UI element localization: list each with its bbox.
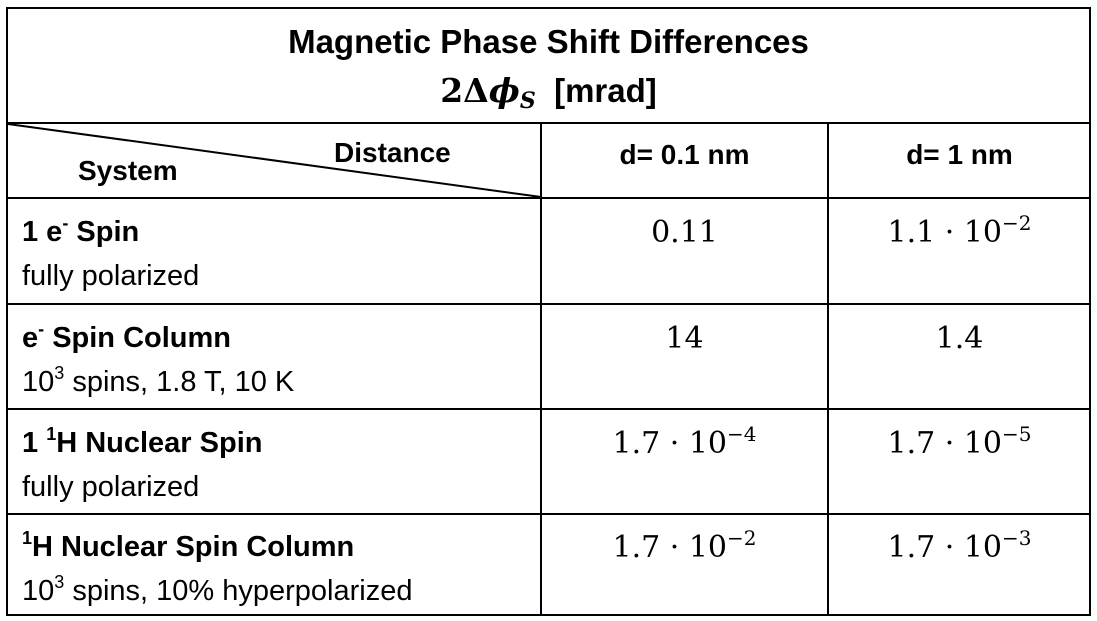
row-1-system-subtitle: fully polarized (22, 260, 200, 292)
phase-shift-table: Magnetic Phase Shift Differences 2ΔϕS [m… (6, 7, 1091, 616)
title-symbol: 2ΔϕS [mrad] (8, 71, 1089, 114)
row-divider (8, 513, 1089, 515)
col-divider-1 (540, 124, 542, 616)
row-2-system-title: e- Spin Column (22, 319, 232, 354)
diagonal-divider (8, 124, 542, 198)
table-title: Magnetic Phase Shift Differences 2ΔϕS [m… (8, 9, 1089, 124)
row-divider (8, 303, 1089, 305)
header-col-2: d= 1 nm (906, 139, 1013, 170)
row-2-system-subtitle: 103 spins, 1.8 T, 10 K (22, 363, 295, 398)
row-3-system-title: 1 1H Nuclear Spin (22, 424, 263, 459)
row-4-value-d01: 1.7 · 10−2 (612, 526, 757, 565)
row-divider (8, 197, 1089, 199)
header-distance-label: Distance (334, 137, 451, 168)
row-1-value-d01: 0.11 (651, 215, 718, 250)
symbol-coef: 2Δ (440, 71, 489, 110)
title-unit: [mrad] (554, 72, 657, 109)
row-1-system-title: 1 e- Spin (22, 213, 140, 248)
row-4-system-subtitle: 103 spins, 10% hyperpolarized (22, 572, 413, 607)
row-divider (8, 408, 1089, 410)
col-divider-2 (827, 124, 829, 616)
row-3-value-d1: 1.7 · 10−5 (887, 422, 1032, 461)
title-text: Magnetic Phase Shift Differences (288, 23, 809, 60)
header-system-label: System (78, 155, 178, 186)
row-4-value-d1: 1.7 · 10−3 (887, 526, 1032, 565)
row-2-value-d1: 1.4 (935, 321, 984, 356)
row-2-value-d01: 14 (665, 321, 704, 356)
row-1-value-d1: 1.1 · 10−2 (887, 211, 1032, 250)
row-3-value-d01: 1.7 · 10−4 (612, 422, 757, 461)
symbol-var: ϕ (488, 71, 520, 110)
symbol-sub: S (519, 88, 536, 114)
row-3-system-subtitle: fully polarized (22, 471, 200, 503)
header-col-1: d= 0.1 nm (619, 139, 750, 170)
row-4-system-title: 1H Nuclear Spin Column (22, 528, 355, 563)
